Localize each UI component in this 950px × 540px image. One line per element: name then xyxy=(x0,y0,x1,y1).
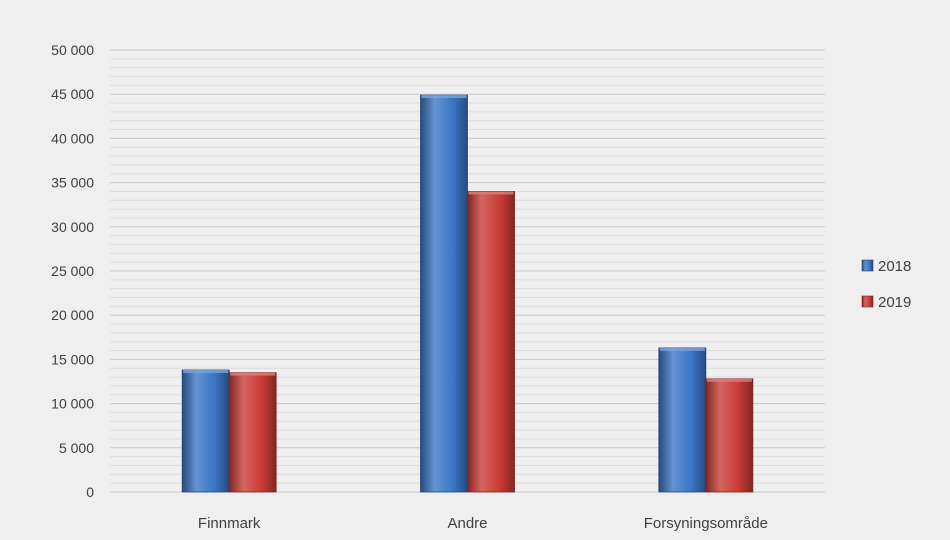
x-category-label: Forsyningsområde xyxy=(644,515,768,532)
bar-2019-1 xyxy=(467,191,515,493)
y-tick-label: 20 000 xyxy=(51,307,94,323)
y-axis-tick-labels: 0 5 000 10 000 15 000 20 000 25 000 30 000 35 0… xyxy=(51,42,94,500)
y-tick-label: 50 000 xyxy=(51,42,94,58)
bar-2018-2 xyxy=(658,347,707,493)
y-tick-label: 30 000 xyxy=(51,219,94,235)
bar-2018-1 xyxy=(420,94,468,493)
bar-2019-0 xyxy=(228,372,277,493)
bar-2018-0 xyxy=(181,369,230,493)
legend-label: 2018 xyxy=(878,258,911,275)
legend-swatch xyxy=(861,259,874,272)
legend-label: 2019 xyxy=(878,294,911,311)
y-tick-label: 40 000 xyxy=(51,130,94,146)
y-tick-label: 35 000 xyxy=(51,175,94,191)
bar-top-highlight xyxy=(659,347,705,351)
y-tick-label: 45 000 xyxy=(51,86,94,102)
x-axis-category-labels: Finnmark Andre Forsyningsområde xyxy=(198,515,768,532)
y-tick-label: 10 000 xyxy=(51,396,94,412)
legend-swatch xyxy=(861,295,874,308)
bars xyxy=(181,94,754,493)
x-category-label: Finnmark xyxy=(198,515,261,532)
x-category-label: Andre xyxy=(447,515,487,532)
bar-top-highlight xyxy=(230,372,276,376)
y-tick-label: 15 000 xyxy=(51,351,94,367)
bar-2019-2 xyxy=(705,378,754,493)
y-tick-label: 25 000 xyxy=(51,263,94,279)
bar-top-highlight xyxy=(468,191,514,195)
bar-top-highlight xyxy=(421,95,467,99)
legend: 2018 2019 xyxy=(861,258,911,311)
y-tick-label: 0 xyxy=(86,484,94,500)
bar-top-highlight xyxy=(706,378,752,382)
y-tick-label: 5 000 xyxy=(59,440,94,456)
bar-top-highlight xyxy=(183,370,229,374)
